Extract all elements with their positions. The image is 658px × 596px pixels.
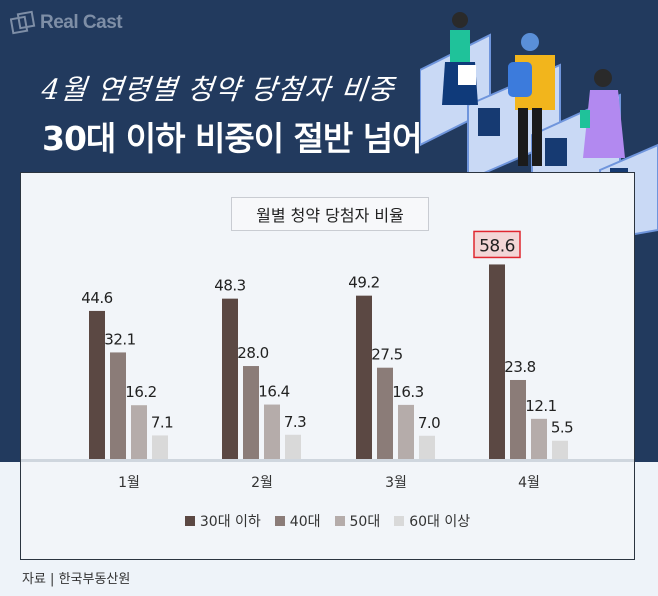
value-label: 12.1: [525, 397, 556, 415]
bar-3월-50대: [398, 404, 414, 459]
legend-swatch: [334, 516, 345, 526]
highlight-box: [473, 230, 521, 259]
x-tick-label: 3월: [385, 475, 407, 491]
value-label: 16.4: [258, 383, 289, 401]
value-label: 23.8: [504, 358, 535, 376]
chart-title: 월별 청약 당첨자 비율: [231, 197, 429, 231]
legend-swatch: [394, 516, 405, 526]
value-label: 5.5: [551, 419, 573, 437]
bar-3월-40대: [377, 367, 393, 459]
bar-4월-40대: [510, 379, 526, 459]
x-tick-label: 1월: [118, 475, 140, 491]
value-label: 7.3: [284, 413, 306, 431]
value-label: 7.1: [151, 413, 173, 431]
legend-item: 40대: [274, 511, 321, 531]
bar-1월-60대 이상: [152, 435, 168, 459]
x-tick-label: 4월: [518, 475, 540, 491]
bar-3월-30대 이하: [356, 295, 372, 459]
subtitle: 4월 연령별 청약 당첨자 비중: [40, 73, 397, 106]
legend-item: 60대 이상: [394, 511, 470, 531]
legend-label: 50대: [349, 514, 381, 530]
chart-legend: 30대 이하 40대 50대 60대 이상: [21, 511, 634, 531]
value-label: 44.6: [81, 289, 112, 307]
legend-swatch: [184, 516, 195, 526]
legend-label: 60대 이상: [409, 514, 471, 530]
bar-2월-30대 이하: [222, 298, 238, 459]
bar-1월-30대 이하: [89, 310, 105, 459]
legend-label: 40대: [289, 514, 321, 530]
bar-4월-30대 이하: [489, 264, 505, 459]
value-label: 48.3: [214, 277, 245, 295]
brand-logo: Real Cast: [10, 10, 123, 36]
bar-chart: 44.6 32.1 16.2 7.1 1월 48.3 28.0 16.4 7.3 2월 49.2 27…: [81, 230, 574, 491]
page-title: 30대 이하 비중이 절반 넘어: [42, 119, 422, 158]
value-label: 58.6: [479, 236, 515, 256]
bar-2월-40대: [243, 366, 259, 459]
legend-item: 50대: [334, 511, 381, 531]
chart-panel: 월별 청약 당첨자 비율 44.6 32.1 16.2 7.1 1월 48.3 28.0 16…: [20, 172, 635, 560]
bar-4월-60대 이상: [552, 440, 568, 459]
x-axis-baseline: [21, 459, 634, 462]
bar-1월-40대: [110, 352, 126, 459]
value-label: 49.2: [348, 274, 379, 292]
bar-2월-60대 이상: [285, 434, 301, 459]
value-label: 7.0: [418, 414, 440, 432]
brand-name: Real Cast: [40, 12, 123, 33]
value-label: 16.2: [125, 383, 156, 401]
source-note: 자료 | 한국부동산원: [22, 572, 131, 587]
value-label: 28.0: [237, 344, 268, 362]
subway-gate-illustration: [420, 12, 658, 240]
legend-swatch: [274, 516, 285, 526]
bar-4월-50대: [531, 418, 547, 459]
bar-2월-50대: [264, 404, 280, 459]
bar-3월-60대 이상: [419, 435, 435, 459]
legend-item: 30대 이하: [184, 511, 261, 531]
bar-1월-50대: [131, 405, 147, 459]
value-label: 16.3: [392, 383, 423, 401]
legend-label: 30대 이하: [199, 514, 261, 530]
logo-icon: [10, 10, 36, 35]
value-label: 27.5: [371, 346, 402, 364]
value-label: 32.1: [104, 330, 135, 348]
x-tick-label: 2월: [251, 475, 273, 491]
